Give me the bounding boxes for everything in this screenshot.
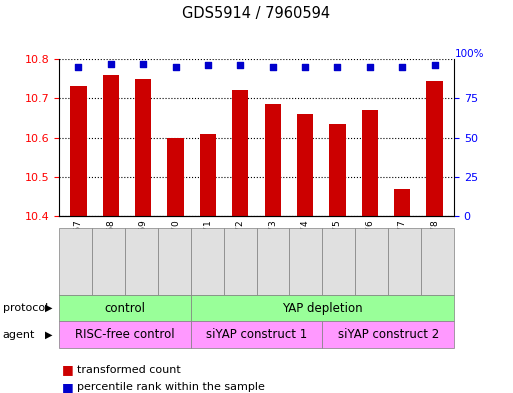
Bar: [103, 75, 119, 216]
Text: ▶: ▶: [45, 330, 53, 340]
Point: [204, 62, 212, 68]
Point: [107, 61, 115, 67]
Text: percentile rank within the sample: percentile rank within the sample: [77, 382, 265, 393]
Point: [269, 64, 277, 70]
Point: [430, 62, 439, 68]
Bar: [362, 110, 378, 216]
Text: siYAP construct 2: siYAP construct 2: [338, 328, 439, 342]
Bar: [394, 189, 410, 216]
Point: [366, 64, 374, 70]
Text: ■: ■: [62, 381, 73, 393]
Text: 100%: 100%: [455, 49, 485, 59]
Point: [301, 64, 309, 70]
Bar: [135, 79, 151, 216]
Text: transformed count: transformed count: [77, 365, 181, 375]
Point: [171, 64, 180, 70]
Bar: [232, 90, 248, 216]
Text: YAP depletion: YAP depletion: [282, 301, 363, 315]
Point: [333, 64, 342, 70]
Text: RISC-free control: RISC-free control: [75, 328, 174, 342]
Text: control: control: [104, 301, 145, 315]
Text: GDS5914 / 7960594: GDS5914 / 7960594: [183, 6, 330, 21]
Bar: [265, 104, 281, 216]
Text: ▶: ▶: [45, 303, 53, 313]
Bar: [426, 81, 443, 216]
Bar: [200, 134, 216, 216]
Text: protocol: protocol: [3, 303, 48, 313]
Point: [236, 62, 244, 68]
Bar: [329, 124, 346, 216]
Point: [74, 64, 83, 70]
Bar: [297, 114, 313, 216]
Bar: [167, 138, 184, 216]
Text: ■: ■: [62, 363, 73, 376]
Point: [139, 61, 147, 67]
Bar: [70, 86, 87, 216]
Point: [398, 64, 406, 70]
Text: agent: agent: [3, 330, 35, 340]
Text: siYAP construct 1: siYAP construct 1: [206, 328, 307, 342]
